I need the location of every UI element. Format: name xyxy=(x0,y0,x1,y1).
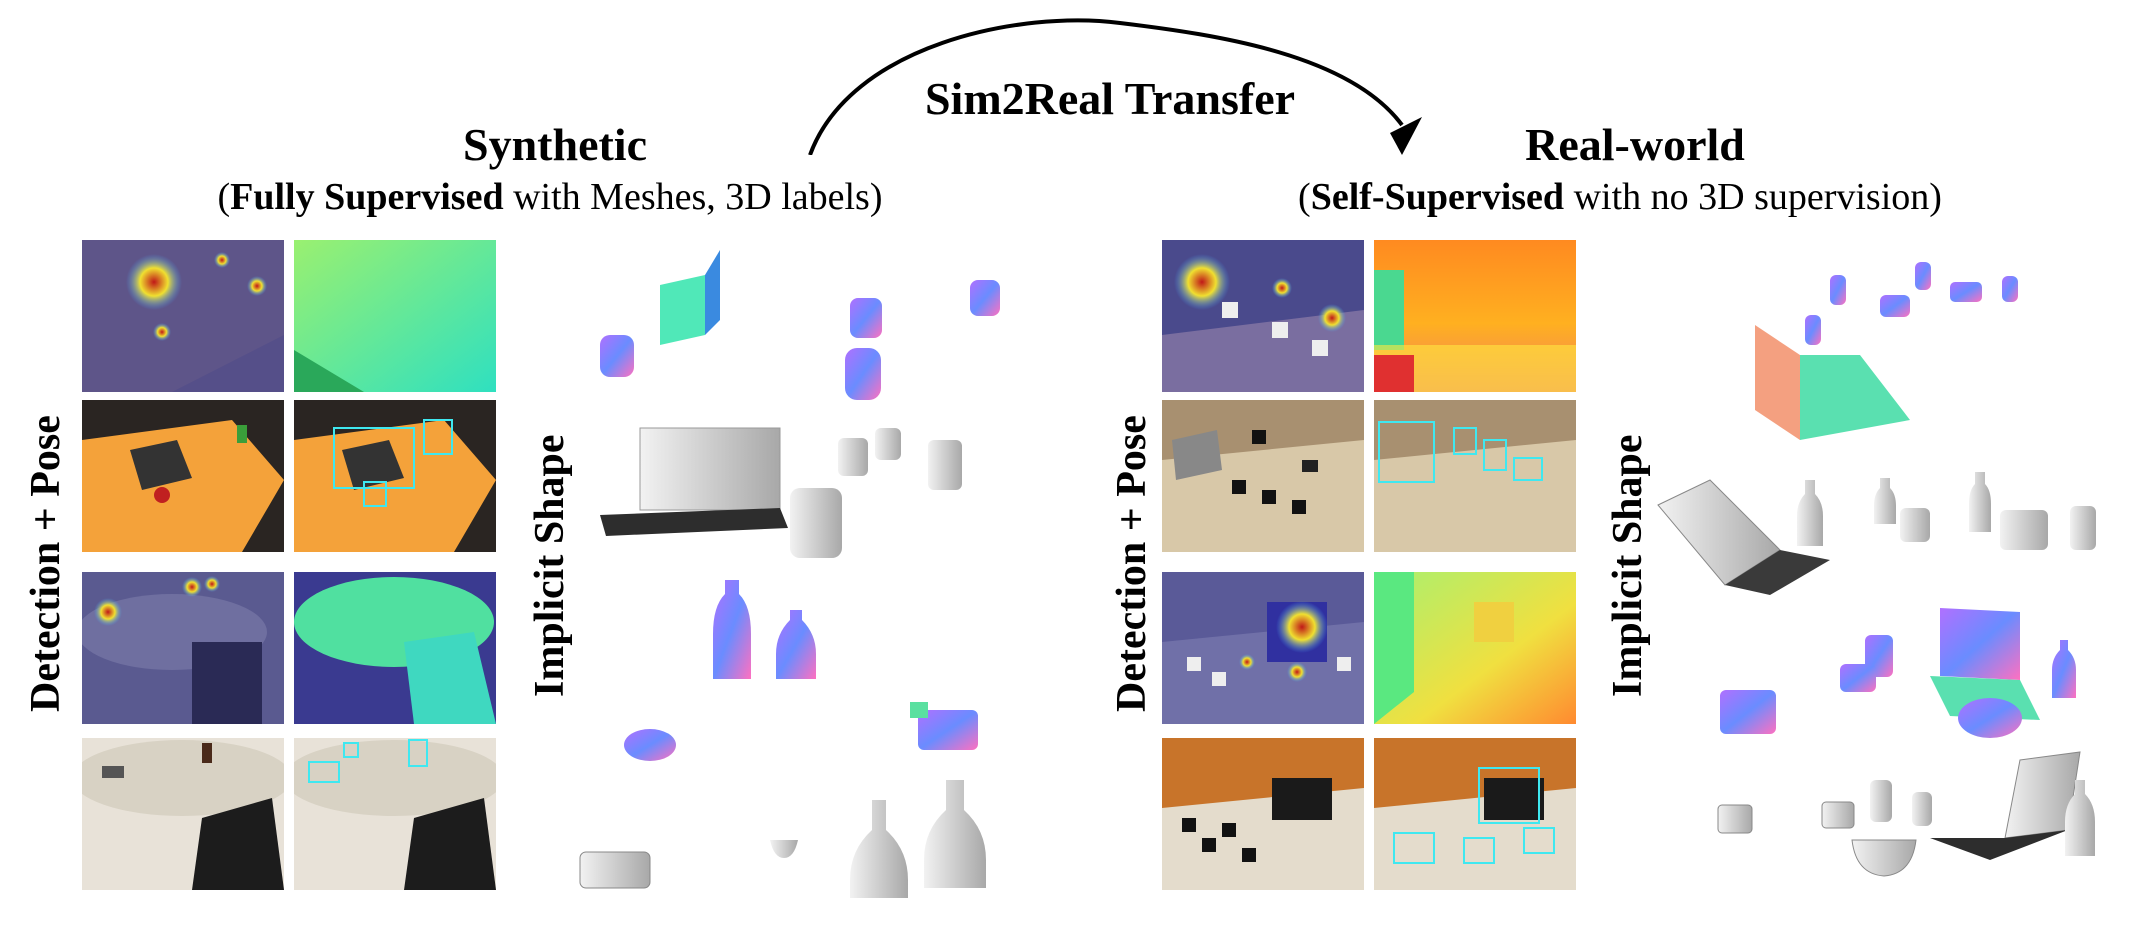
arrow-label: Sim2Real Transfer xyxy=(924,73,1296,124)
real-title: Real-world xyxy=(1525,119,1745,170)
real-detection-label: Detection + Pose xyxy=(1109,415,1155,712)
real-heatmap-1 xyxy=(1162,240,1364,392)
synthetic-title: Synthetic xyxy=(463,119,647,170)
real-depth-1 xyxy=(1374,240,1576,392)
synthetic-depth-3 xyxy=(294,572,496,724)
real-rgb-2 xyxy=(1162,400,1364,552)
real-pose-4 xyxy=(1374,738,1576,890)
real-heatmap-3 xyxy=(1162,572,1364,724)
real-subtitle: (Self-Supervised with no 3D supervision) xyxy=(1298,176,1942,218)
synthetic-detection-label: Detection + Pose xyxy=(23,415,69,712)
sim2real-arrow xyxy=(808,18,1422,155)
real-shape-scene xyxy=(1650,240,2120,900)
synthetic-depth-1 xyxy=(294,240,496,392)
synthetic-shape-label: Implicit Shape xyxy=(527,434,573,697)
real-rgb-4 xyxy=(1162,738,1364,890)
synthetic-subtitle: (Fully Supervised with Meshes, 3D labels… xyxy=(217,176,883,218)
real-depth-3 xyxy=(1374,572,1576,724)
real-shape-label: Implicit Shape xyxy=(1605,434,1651,697)
real-pose-2 xyxy=(1374,400,1576,552)
synthetic-rgb-2 xyxy=(82,400,284,552)
synthetic-heatmap-1 xyxy=(82,240,284,392)
synthetic-pose-4 xyxy=(294,738,496,890)
synthetic-shape-scene xyxy=(570,240,1030,900)
synthetic-rgb-4 xyxy=(82,738,284,890)
synthetic-heatmap-3 xyxy=(82,572,284,724)
synthetic-pose-2 xyxy=(294,400,496,552)
